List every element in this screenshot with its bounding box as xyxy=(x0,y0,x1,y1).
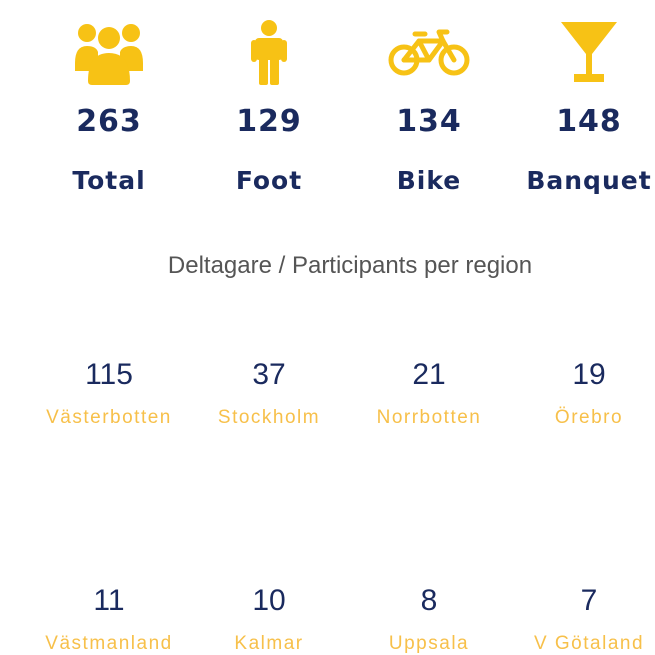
region-count: 37 xyxy=(252,358,286,391)
region-name: Örebro xyxy=(554,407,624,428)
stat-label: Total xyxy=(72,166,146,195)
stat-bike: 134 Bike xyxy=(349,0,509,210)
region-name: Västmanland xyxy=(45,633,173,654)
stat-label: Banquet xyxy=(526,166,652,195)
stat-total: 263 Total xyxy=(29,0,189,210)
region-name: Norrbotten xyxy=(376,407,482,428)
region-count: 11 xyxy=(93,584,125,617)
region-count: 8 xyxy=(420,584,438,617)
region-item: 11 Västmanland xyxy=(29,583,189,655)
region-count: 10 xyxy=(252,584,286,617)
section-title: Deltagare / Participants per region xyxy=(167,252,533,279)
stat-value: 263 xyxy=(76,104,142,139)
stat-value: 134 xyxy=(396,104,462,139)
region-item: 7 V Götaland xyxy=(509,583,655,655)
people-group-icon xyxy=(29,14,189,89)
region-name: Kalmar xyxy=(234,633,304,654)
region-item: 10 Kalmar xyxy=(189,583,349,655)
cocktail-glass-icon xyxy=(509,14,655,89)
region-name: Uppsala xyxy=(388,633,470,654)
stat-label: Bike xyxy=(396,166,462,195)
region-count: 115 xyxy=(85,358,133,391)
person-icon xyxy=(189,14,349,89)
region-name: Stockholm xyxy=(217,407,321,428)
region-count: 21 xyxy=(412,358,446,391)
region-item: 19 Örebro xyxy=(509,357,655,429)
region-name: Västerbotten xyxy=(46,407,172,428)
region-count: 7 xyxy=(580,584,598,617)
stat-label: Foot xyxy=(235,166,303,195)
region-item: 115 Västerbotten xyxy=(29,357,189,429)
stat-value: 129 xyxy=(236,104,302,139)
region-item: 37 Stockholm xyxy=(189,357,349,429)
region-item: 8 Uppsala xyxy=(349,583,509,655)
stat-value: 148 xyxy=(556,104,622,139)
stat-banquet: 148 Banquet xyxy=(509,0,655,210)
bicycle-icon xyxy=(349,14,509,89)
region-name: V Götaland xyxy=(533,633,645,654)
region-count: 19 xyxy=(572,358,606,391)
region-item: 21 Norrbotten xyxy=(349,357,509,429)
stat-foot: 129 Foot xyxy=(189,0,349,210)
